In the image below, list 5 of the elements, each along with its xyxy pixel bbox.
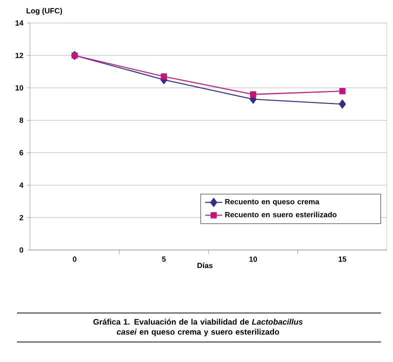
point [339, 88, 346, 94]
point [160, 73, 167, 80]
point [250, 91, 256, 98]
point [338, 100, 346, 109]
chart-title: Gráfica 1. Evaluación de la viabilidad de Lactobacillus casei en queso crema y suero esterilizado [93, 318, 303, 336]
